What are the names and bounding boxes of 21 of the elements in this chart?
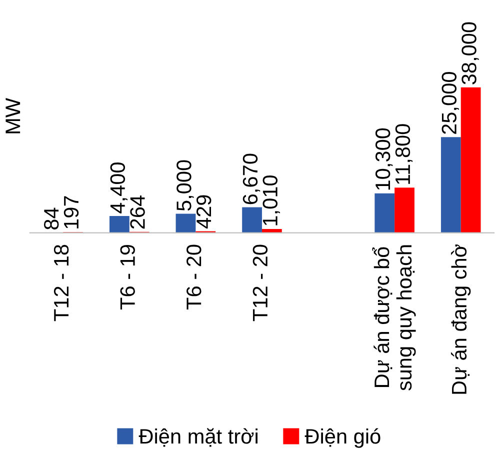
x-tick-label: T6 - 20 (186, 244, 202, 310)
x-tick-label: Dự án đang chờ (451, 244, 471, 394)
data-label: 38,000 (462, 22, 479, 84)
data-label: 25,000 (442, 72, 459, 134)
y-axis-title: MW (6, 98, 20, 134)
data-label: 84 (44, 208, 59, 230)
data-label: 1,010 (262, 175, 280, 226)
x-tick-label: T6 - 19 (120, 244, 135, 310)
x-tick-label: T12 - 18 (54, 244, 69, 322)
data-label: 197 (64, 196, 79, 228)
data-label: 11,800 (395, 124, 413, 184)
x-tick-label: Dự án được bổ sung quy hoạch (372, 245, 416, 390)
x-tick-label: T12 - 20 (252, 244, 268, 322)
data-label: 10,300 (375, 128, 393, 190)
legend-label: Điện gió (304, 428, 380, 448)
data-label: 429 (196, 195, 212, 229)
data-label: 5,000 (176, 160, 194, 211)
data-label: 6,670 (242, 154, 260, 204)
legend-label: Điện mặt trời (138, 428, 258, 447)
data-label: 4,400 (110, 162, 128, 214)
data-label: 264 (130, 196, 145, 229)
